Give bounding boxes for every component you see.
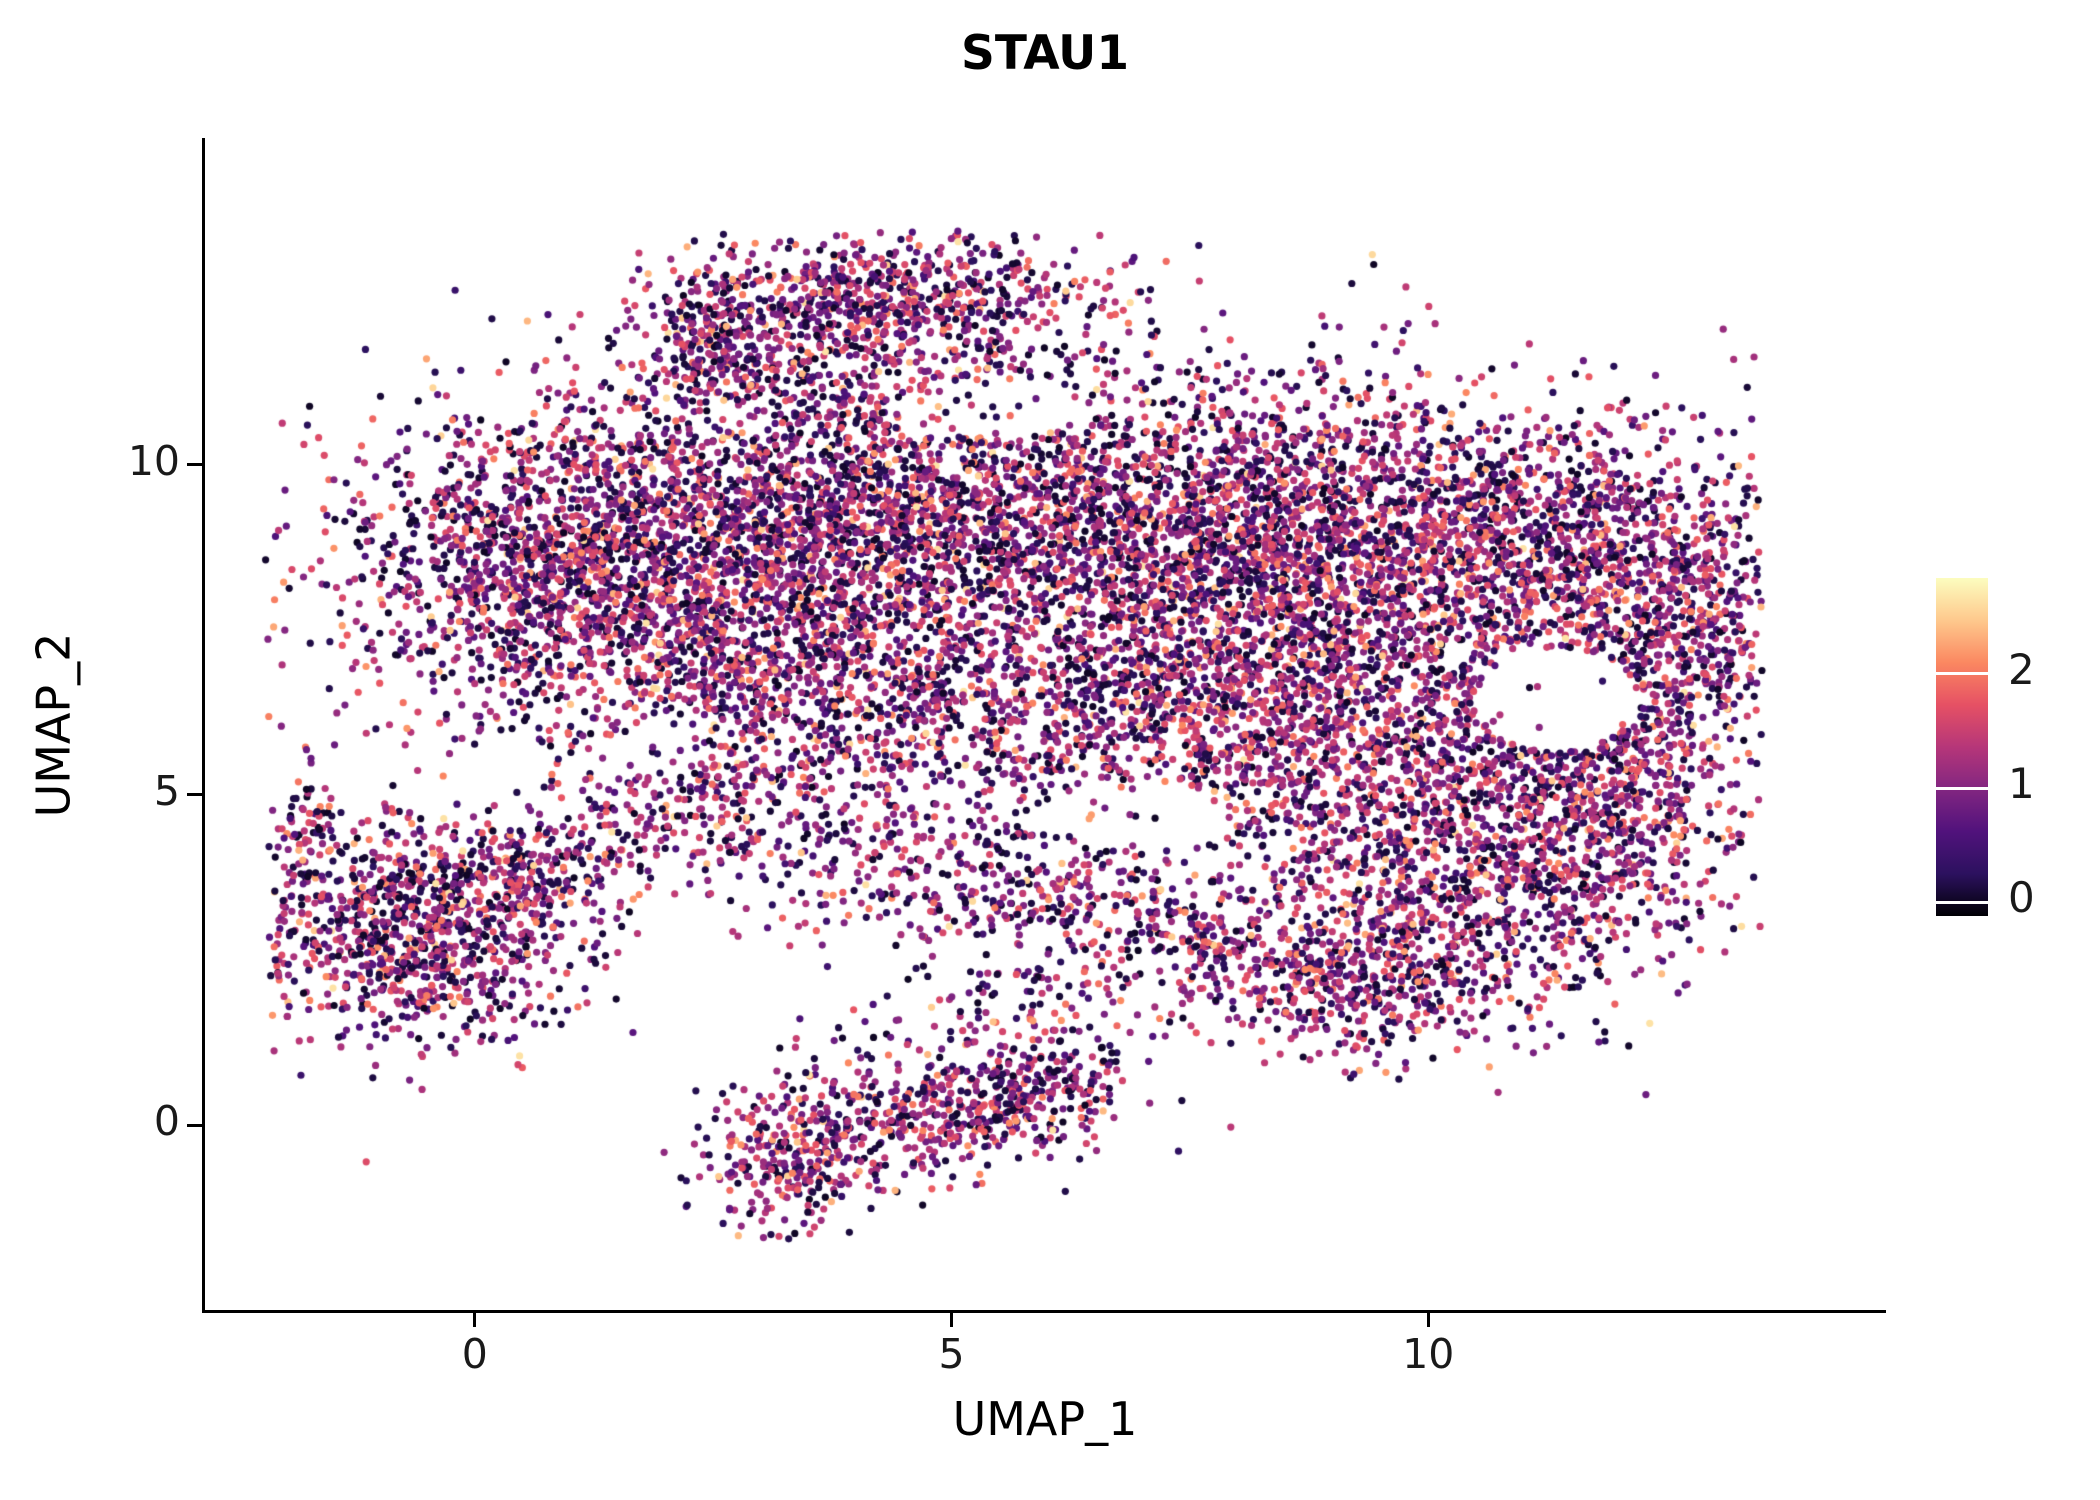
x-tick-label: 0 bbox=[461, 1330, 488, 1378]
colorbar-gradient bbox=[1936, 578, 1988, 916]
y-tick-mark bbox=[187, 793, 202, 797]
x-axis-line bbox=[202, 1310, 1886, 1313]
y-axis-label-text: UMAP_2 bbox=[26, 632, 80, 818]
x-tick-mark bbox=[950, 1313, 954, 1327]
colorbar bbox=[1936, 578, 1988, 916]
colorbar-tick-label: 0 bbox=[2008, 873, 2035, 923]
y-tick-label: 0 bbox=[153, 1097, 180, 1146]
colorbar-tick-mark bbox=[1936, 900, 1988, 904]
y-tick-label: 10 bbox=[127, 436, 180, 485]
y-tick-label: 5 bbox=[153, 766, 180, 815]
x-tick-label: 5 bbox=[938, 1330, 965, 1378]
colorbar-tick-mark bbox=[1936, 786, 1988, 790]
y-tick-mark bbox=[187, 1123, 202, 1127]
colorbar-tick-label: 2 bbox=[2008, 644, 2035, 694]
x-tick-mark bbox=[1426, 1313, 1430, 1327]
x-axis-label: UMAP_1 bbox=[952, 1392, 1138, 1446]
colorbar-tick-label: 1 bbox=[2008, 759, 2035, 809]
y-tick-mark bbox=[187, 463, 202, 467]
y-axis-line bbox=[202, 138, 205, 1313]
y-axis-label: UMAP_2 bbox=[18, 140, 88, 1310]
x-tick-mark bbox=[473, 1313, 477, 1327]
x-tick-label: 10 bbox=[1402, 1330, 1455, 1378]
colorbar-tick-mark bbox=[1936, 672, 1988, 676]
